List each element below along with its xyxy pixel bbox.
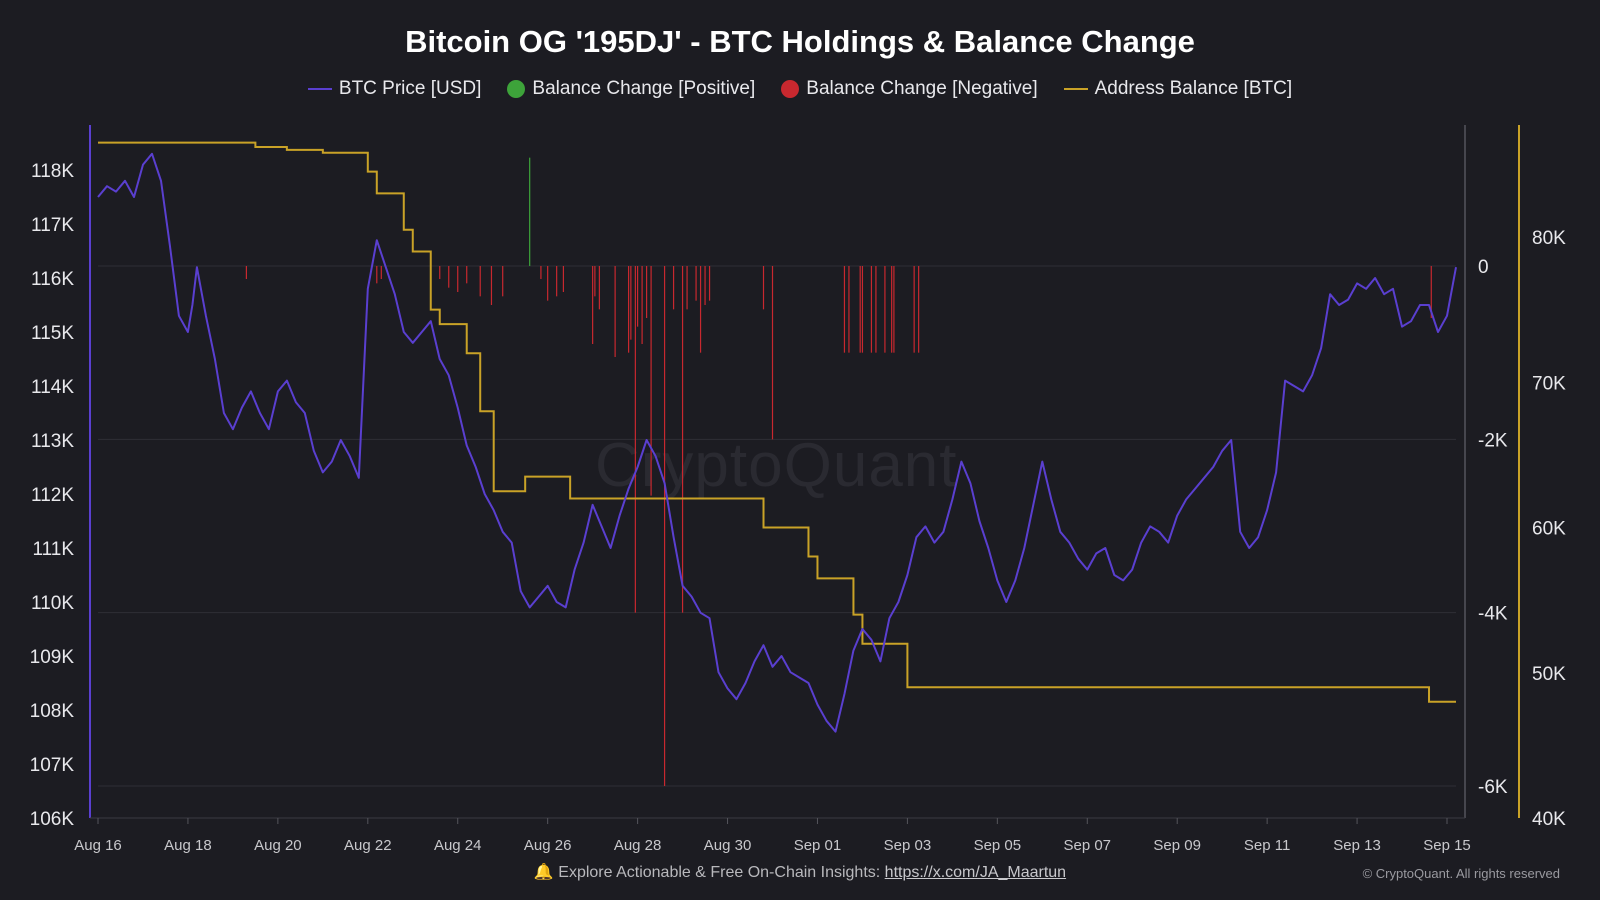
y-outer-right-tick-label: 60K [1532,519,1566,540]
axes [89,125,1520,819]
y-left-tick-label: 110K [31,593,74,614]
x-tick-label: Aug 28 [614,837,662,854]
x-tick-label: Aug 24 [434,837,482,854]
x-tick-label: Aug 30 [704,837,752,854]
x-tick-label: Aug 16 [74,837,122,854]
legend-label-btc-price: BTC Price [USD] [338,78,482,99]
legend-item-btc-price[interactable]: BTC Price [USD] [307,78,482,100]
y-left-tick-label: 106K [30,809,75,830]
x-tick-label: Aug 18 [164,837,212,854]
y-left-tick-label: 107K [30,755,75,776]
y-left-tick-label: 117K [31,215,74,236]
chart-legend: BTC Price [USD] Balance Change [Positive… [0,78,1600,100]
watermark: CryptoQuant [595,431,958,500]
legend-item-address-balance[interactable]: Address Balance [BTC] [1063,78,1293,100]
legend-swatch-positive-change [507,80,526,98]
x-tick-label: Sep 15 [1423,837,1471,854]
x-tick-label: Aug 22 [344,837,392,854]
series-lines [97,141,1457,733]
legend-label-negative-change: Balance Change [Negative] [806,78,1038,99]
footer-link[interactable]: https://x.com/JA_Maartun [884,864,1067,881]
y-left-tick-label: 116K [31,269,74,290]
y-left-tick-label: 112K [31,485,74,506]
x-tick-label: Sep 07 [1063,837,1111,854]
address-balance-line [98,141,1456,703]
y-outer-right-tick-label: 80K [1532,228,1566,249]
grid-lines [98,265,1456,787]
y-outer-right-tick-label: 50K [1532,664,1566,685]
y-left-tick-label: 109K [30,647,75,668]
x-tick-label: Sep 09 [1153,837,1201,854]
y-left-tick-label: 111K [32,539,74,560]
legend-label-positive-change: Balance Change [Positive] [532,78,756,99]
x-tick-label: Sep 03 [884,837,932,854]
y-left-tick-label: 113K [31,431,74,452]
x-tick-label: Aug 20 [254,837,302,854]
y-left-tick-label: 115K [31,323,74,344]
y-left-tick-label: 118K [31,161,74,182]
copyright: © CryptoQuant. All rights reserved [1362,866,1560,881]
y-left-tick-label: 108K [30,701,75,722]
tick-labels: 118K 117K 116K 115K 114K 113K 112K 111K 110K 109K… [30,161,1567,854]
y-outer-right-tick-label: 70K [1532,373,1566,394]
legend-item-positive-change[interactable]: Balance Change [Positive] [507,78,755,100]
y-inner-right-tick-label: -2K [1478,430,1508,451]
x-tick-label: Sep 13 [1333,837,1381,854]
footer: 🔔 Explore Actionable & Free On-Chain Ins… [0,862,1600,882]
y-outer-right-tick-label: 40K [1532,809,1566,830]
y-inner-right-tick-label: -4K [1478,604,1508,625]
y-inner-right-tick-label: 0 [1478,257,1489,278]
x-tick-label: Aug 26 [524,837,572,854]
legend-swatch-negative-change [781,80,800,98]
legend-item-negative-change[interactable]: Balance Change [Negative] [781,78,1038,100]
balance-change-bars [245,157,1432,786]
legend-swatch-btc-price [307,88,332,90]
x-tick-label: Sep 05 [974,837,1022,854]
x-tick-label: Sep 01 [794,837,842,854]
x-tick-label: Sep 11 [1244,837,1290,854]
y-left-tick-label: 114K [31,377,74,398]
footer-text: 🔔 Explore Actionable & Free On-Chain Ins… [533,864,885,881]
chart-title: Bitcoin OG '195DJ' - BTC Holdings & Bala… [405,24,1195,59]
btc-price-line [97,152,1457,733]
y-inner-right-tick-label: -6K [1478,777,1508,798]
legend-swatch-address-balance [1063,88,1088,90]
legend-label-address-balance: Address Balance [BTC] [1094,78,1293,99]
